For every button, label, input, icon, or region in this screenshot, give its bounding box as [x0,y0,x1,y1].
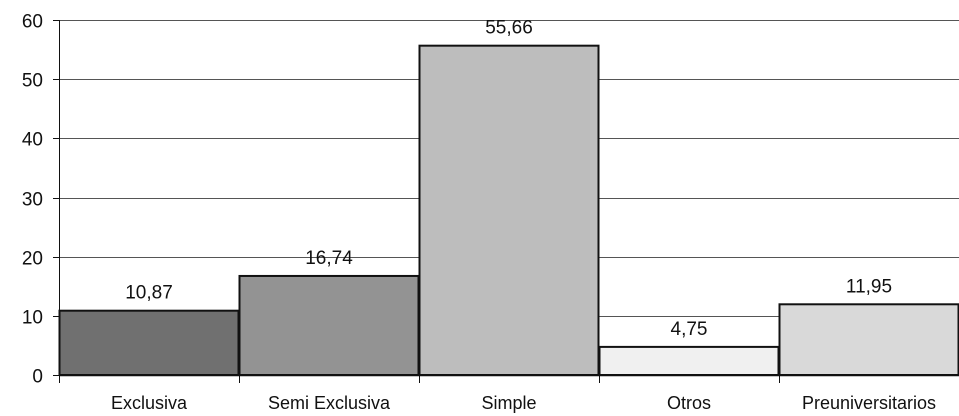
data-label: 4,75 [671,319,708,340]
bar-preuniversitarios [778,303,959,377]
x-category-label: Semi Exclusiva [268,393,391,413]
bar-otros [598,345,780,377]
y-tick-label: 20 [22,249,43,270]
data-label: 10,87 [125,283,173,304]
y-tick-labels: 0 10 20 30 40 50 60 [22,12,43,388]
data-label: 11,95 [846,276,892,297]
x-category-labels: Exclusiva Semi Exclusiva Simple Otros Preuni… [111,393,936,413]
x-category-label: Simple [481,393,536,413]
bars [58,44,959,377]
data-label: 16,74 [305,248,353,269]
bar-exclusiva [58,309,240,376]
bar-semi-exclusiva [238,274,420,376]
y-tick-label: 60 [22,12,43,33]
y-tick-label: 0 [32,367,43,388]
y-tick-label: 40 [22,130,43,151]
x-category-label: Exclusiva [111,393,188,413]
x-category-label: Preuniversitarios [802,393,936,413]
y-tick-label: 10 [22,308,43,329]
x-category-label: Otros [667,393,711,413]
y-tick-label: 50 [22,71,43,92]
y-tick-label: 30 [22,190,43,211]
data-label: 55,66 [485,18,533,39]
axes [53,20,959,383]
bar-simple [418,44,600,376]
data-labels: 10,87 16,74 55,66 4,75 11,95 [125,18,892,340]
